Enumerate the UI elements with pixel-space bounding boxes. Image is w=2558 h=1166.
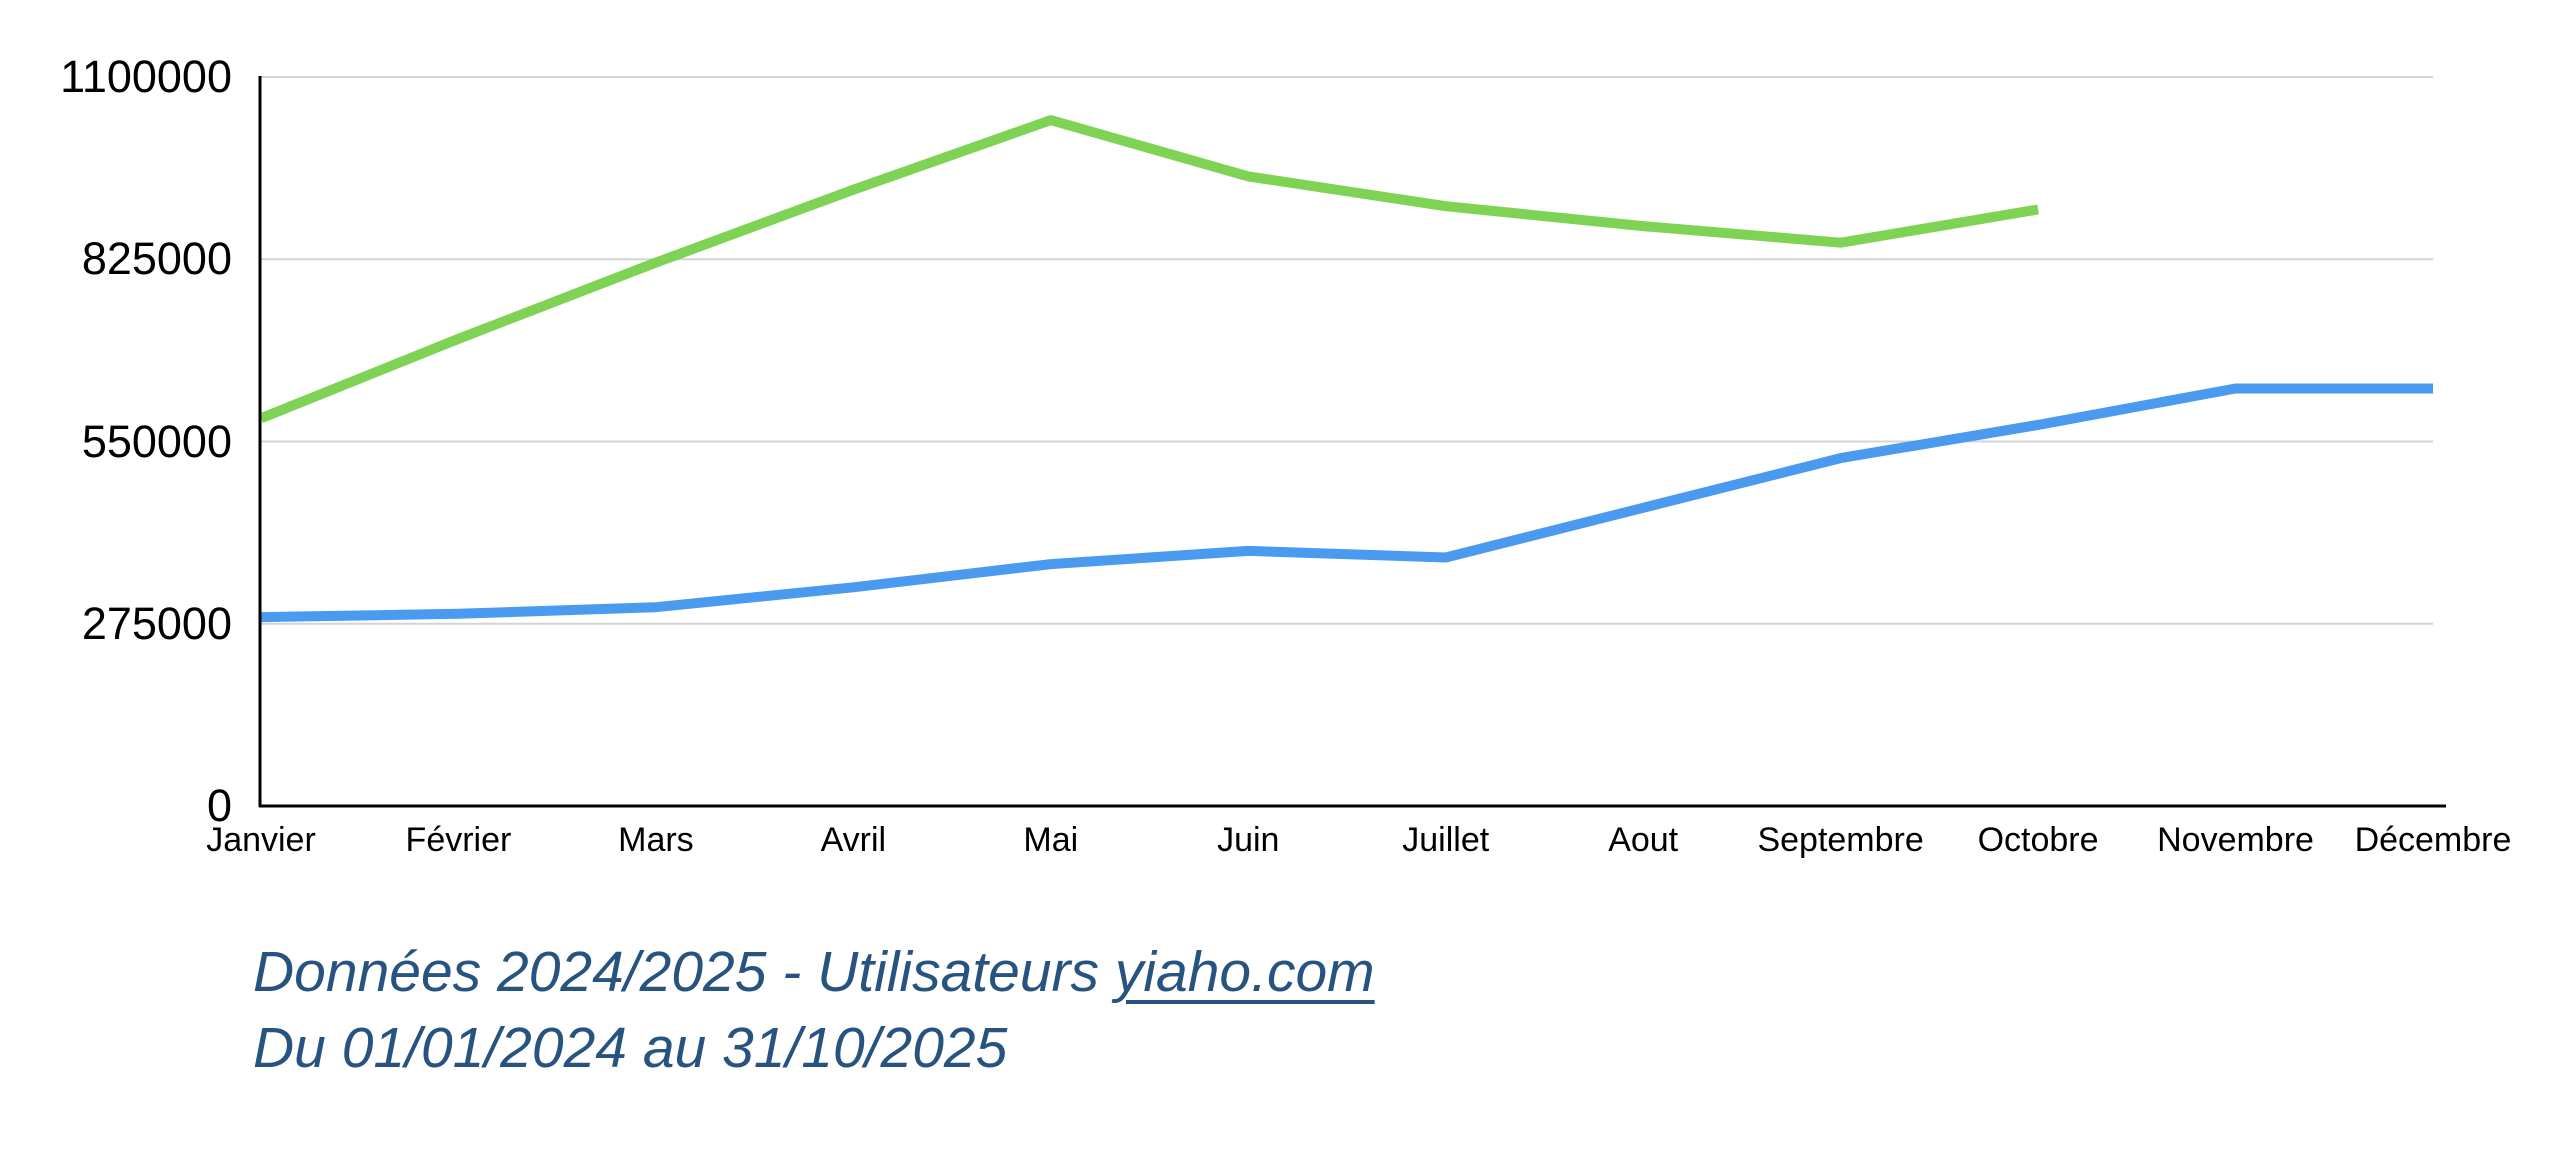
caption-line1-text: Données 2024/2025 - Utilisateurs [253, 940, 1115, 1004]
series-line-2025 [259, 115, 2039, 423]
x-month-label: Septembre [1757, 821, 1924, 859]
x-month-label: Juillet [1402, 821, 1490, 859]
x-month-label: Février [405, 821, 512, 859]
caption: Données 2024/2025 - Utilisateurs yiaho.c… [253, 934, 1375, 1086]
yiaho-link[interactable]: yiaho.com [1114, 940, 1375, 1004]
x-month-label: Mars [618, 821, 694, 859]
x-month-label: Novembre [2157, 821, 2314, 859]
y-tick-label: 275000 [81, 597, 232, 649]
x-month-label: Aout [1608, 821, 1679, 859]
x-month-label: Juin [1217, 821, 1280, 859]
caption-line2: Du 01/01/2024 au 31/10/2025 [253, 1016, 1008, 1080]
series-line-2024 [260, 383, 2433, 623]
caption-line1: Données 2024/2025 - Utilisateurs yiaho.c… [253, 934, 1375, 1010]
y-tick-label: 1100000 [60, 51, 232, 102]
x-month-label: Avril [820, 821, 887, 859]
x-month-label: Octobre [1977, 821, 2099, 859]
y-tick-label: 0 [206, 780, 232, 831]
x-month-label: Janvier [206, 821, 316, 859]
x-month-label: Mai [1023, 821, 1079, 859]
y-tick-label: 825000 [81, 233, 232, 285]
x-month-label: Décembre [2354, 821, 2512, 859]
y-tick-label: 550000 [81, 415, 232, 467]
